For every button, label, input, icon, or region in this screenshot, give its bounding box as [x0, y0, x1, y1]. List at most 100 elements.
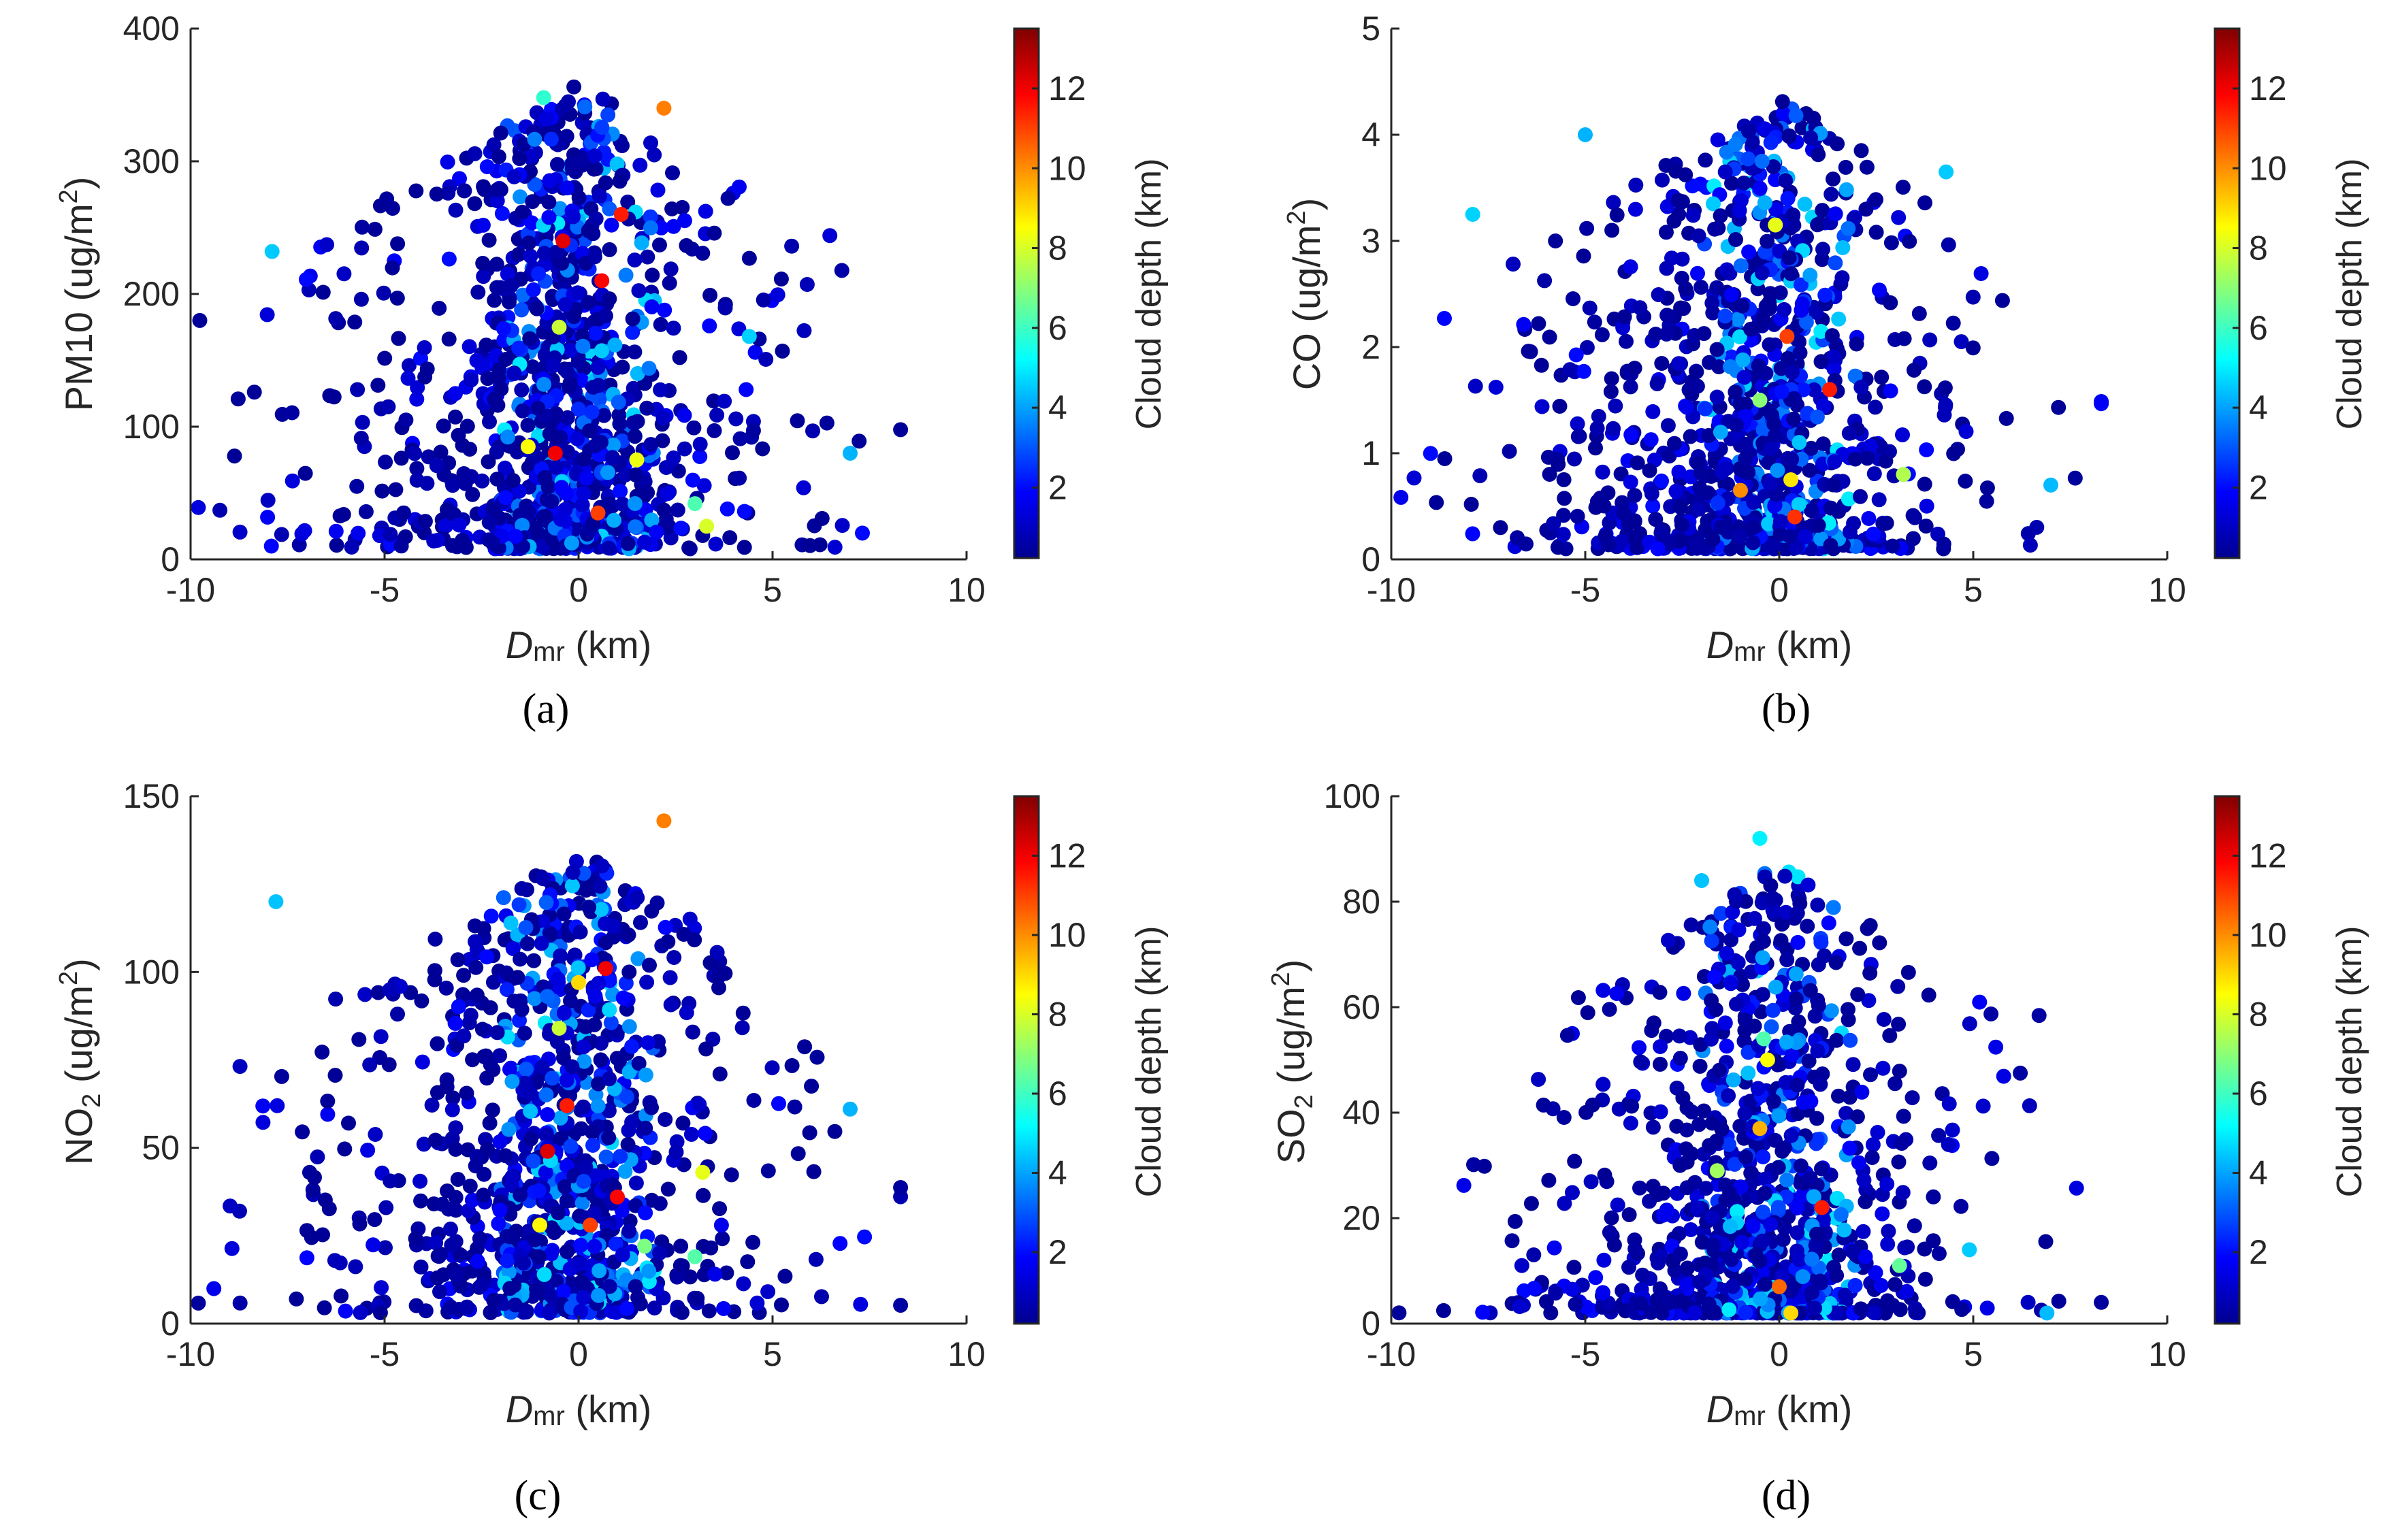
- panel-d-x-tick-label: -5: [1570, 1335, 1600, 1373]
- panel-b-point: [1576, 363, 1591, 379]
- panel-c-point: [414, 993, 429, 1009]
- panel-d-highlight-point: [1752, 1121, 1768, 1136]
- panel-b-colorbar-tick-label: 6: [2249, 309, 2268, 347]
- panel-a-point: [367, 221, 383, 237]
- panel-c-point: [559, 1072, 574, 1088]
- panel-c-point: [573, 1121, 589, 1136]
- panel-a-point: [285, 405, 300, 421]
- panel-a-point: [747, 344, 763, 360]
- panel-c-point: [602, 1279, 617, 1294]
- panel-a-point: [438, 518, 454, 534]
- panel-b-highlight-point: [1783, 472, 1799, 487]
- panel-a-point: [644, 299, 660, 314]
- panel-c-highlight-point: [559, 1098, 574, 1113]
- panel-c-point: [378, 1240, 393, 1256]
- panel-a-point: [560, 364, 575, 380]
- panel-d-point: [1567, 1153, 1583, 1169]
- panel-c-point: [853, 1296, 869, 1312]
- panel-d-point: [1842, 1141, 1858, 1156]
- panel-d-point: [1755, 1205, 1771, 1220]
- panel-c-point: [444, 1102, 460, 1117]
- panel-c-point: [499, 982, 515, 998]
- panel-a-point: [527, 177, 542, 192]
- panel-b-point: [1782, 529, 1798, 544]
- panel-b-point: [1691, 502, 1706, 517]
- panel-a-point: [728, 411, 744, 427]
- panel-c-point: [602, 1071, 617, 1087]
- panel-c-point: [191, 1295, 206, 1311]
- panel-b-point: [1608, 398, 1623, 414]
- panel-d-point: [1996, 1068, 2011, 1084]
- panel-d-point: [1733, 1179, 1749, 1195]
- panel-c-point: [559, 1215, 574, 1231]
- panel-a-y-tick-label: 200: [123, 275, 180, 313]
- panel-c-point: [491, 1216, 506, 1232]
- panel-a-point: [655, 433, 670, 448]
- panel-b-point: [1617, 309, 1632, 325]
- panel-b-highlight-point: [1896, 467, 1911, 482]
- panel-b-point: [1588, 440, 1603, 456]
- panel-a-point: [536, 246, 552, 261]
- panel-d-point: [1633, 1296, 1649, 1311]
- panel-c-point: [307, 1170, 322, 1185]
- panel-b-point: [1847, 368, 1863, 384]
- panel-a-point: [520, 417, 536, 433]
- panel-c-point: [518, 1062, 534, 1077]
- panel-a-point: [393, 450, 409, 466]
- panel-a-point: [628, 519, 643, 535]
- panel-a-point: [377, 350, 393, 366]
- panel-c-point: [315, 1227, 330, 1243]
- panel-b-point: [1654, 356, 1670, 371]
- panel-b-point: [1777, 301, 1792, 317]
- panel-d-point: [1872, 935, 1887, 951]
- panel-b-point: [1685, 178, 1700, 194]
- panel-b-point: [1623, 379, 1638, 395]
- panel-b-point: [1863, 438, 1879, 454]
- panel-c-point: [501, 1121, 517, 1137]
- panel-c-caption: (c): [515, 1473, 562, 1519]
- panel-a-point: [732, 431, 748, 446]
- panel-c-highlight-points: [268, 813, 858, 1264]
- panel-a-point: [328, 523, 344, 539]
- panel-a-point: [354, 240, 370, 256]
- panel-b-point: [1757, 195, 1772, 210]
- panel-c-point: [418, 1303, 434, 1319]
- panel-c-point: [555, 1284, 571, 1299]
- panel-b-point: [1745, 535, 1761, 551]
- panel-a-point: [429, 458, 444, 474]
- panel-d-point: [1895, 1185, 1911, 1200]
- panel-b-point: [1853, 489, 1868, 504]
- panel-d-point: [1721, 1302, 1737, 1317]
- panel-b-point: [1979, 493, 1994, 509]
- panel-a-point: [489, 257, 504, 272]
- panel-b-point: [1711, 359, 1727, 374]
- panel-b-point: [1437, 451, 1453, 466]
- panel-b-point: [2051, 399, 2066, 415]
- panel-a-point: [643, 135, 658, 150]
- panel-c-point: [492, 1202, 508, 1218]
- panel-d-point: [1736, 1034, 1752, 1049]
- panel-a-highlight-point: [551, 319, 567, 335]
- panel-d-colorbar-tick-label: 12: [2249, 836, 2287, 874]
- panel-b-point: [1868, 225, 1884, 240]
- panel-d-point: [1730, 955, 1746, 970]
- panel-b-point: [1579, 340, 1595, 355]
- panel-d-point: [1779, 1173, 1795, 1187]
- panel-d-point: [1556, 1110, 1572, 1125]
- panel-a-point: [505, 473, 521, 488]
- panel-c-point: [576, 1290, 591, 1305]
- panel-d-point: [1831, 1247, 1847, 1263]
- panel-a-point: [347, 314, 363, 330]
- panel-b-x-tick-label: -10: [1367, 571, 1416, 609]
- panel-c-point: [427, 1132, 443, 1148]
- panel-a-point: [570, 431, 585, 446]
- panel-b-point: [1746, 495, 1762, 510]
- panel-b-x-tick-label: 5: [1964, 571, 1983, 609]
- panel-a-point: [451, 517, 467, 533]
- panel-a-point: [893, 422, 909, 438]
- panel-d-point: [1621, 1260, 1636, 1275]
- panel-c-point: [224, 1241, 240, 1256]
- panel-c-point: [578, 1160, 594, 1175]
- panel-b-point: [1853, 143, 1869, 159]
